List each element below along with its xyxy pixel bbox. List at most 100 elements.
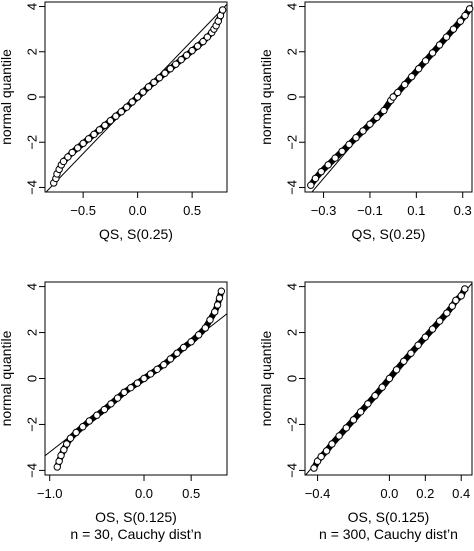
data-point — [324, 161, 332, 169]
y-axis-label: normal quantile — [258, 49, 274, 145]
data-point — [173, 349, 181, 357]
data-point — [60, 446, 68, 454]
x-tick-label: 0.1 — [407, 203, 425, 218]
data-point — [100, 405, 109, 414]
y-tick-label: −4 — [24, 180, 39, 195]
data-point — [106, 117, 115, 125]
data-point — [188, 46, 196, 55]
x-tick-label: −0.1 — [357, 203, 383, 218]
data-point — [199, 37, 207, 46]
data-point — [322, 447, 331, 455]
data-point — [465, 5, 474, 13]
data-point — [401, 80, 409, 89]
y-axis-label: normal quantile — [0, 330, 14, 426]
y-tick-label: 2 — [24, 329, 39, 336]
x-tick-label: 0.0 — [135, 486, 153, 501]
x-axis-label: QS, S(0.25) — [352, 226, 426, 242]
data-point — [400, 357, 408, 365]
y-tick-label: 4 — [284, 283, 299, 290]
data-point — [95, 126, 104, 134]
y-tick-label: 2 — [24, 48, 39, 55]
data-point — [457, 292, 465, 300]
data-point — [120, 388, 128, 396]
data-point — [428, 325, 437, 333]
data-point — [435, 41, 444, 49]
data-point — [90, 130, 98, 139]
data-point — [182, 51, 191, 59]
data-point — [161, 69, 169, 77]
x-tick-label: 0.5 — [182, 486, 200, 501]
y-tick-label: 0 — [284, 375, 299, 382]
data-point — [359, 127, 367, 135]
data-point — [356, 408, 365, 416]
data-point — [85, 417, 94, 425]
data-point — [461, 285, 469, 293]
data-point — [442, 33, 451, 41]
panel-top-left: −0.5 0.0 0.5 −4 −2 0 2 4 QS, S(0.25) normal quant… — [0, 1, 228, 242]
y-tick-label: −4 — [284, 180, 299, 195]
data-point — [79, 139, 87, 148]
data-point — [421, 333, 430, 341]
y-axis-label: normal quantile — [0, 49, 14, 145]
data-point — [215, 294, 224, 302]
x-tick-label: −1.0 — [37, 486, 63, 501]
data-point — [113, 394, 122, 402]
panel-subtitle: n = 300, Cauchy dist’n — [319, 526, 458, 542]
panel-bottom-right: −0.4 0.0 0.2 0.4 −4 −2 0 2 4 OS, S(0.125) normal q… — [258, 281, 473, 542]
data-point — [93, 411, 101, 419]
data-point — [101, 121, 109, 129]
data-point — [407, 72, 416, 81]
data-point — [211, 308, 219, 316]
data-point — [59, 157, 68, 166]
data-point — [66, 434, 75, 442]
data-point — [407, 349, 415, 357]
y-tick-label: 4 — [24, 3, 39, 10]
data-point — [150, 78, 158, 86]
data-point — [64, 153, 72, 161]
panel-subtitle: n = 30, Cauchy dist’n — [70, 526, 201, 542]
data-point — [389, 93, 397, 101]
data-point — [139, 88, 147, 96]
data-point — [146, 370, 155, 378]
data-point — [107, 400, 115, 408]
y-tick-label: 0 — [24, 93, 39, 100]
data-point — [179, 343, 188, 352]
data-point — [328, 440, 336, 448]
data-point — [443, 309, 451, 317]
data-point — [452, 296, 460, 305]
data-point — [448, 302, 456, 310]
x-axis-label: QS, S(0.25) — [99, 226, 173, 242]
x-tick-label: 0.2 — [416, 486, 434, 501]
x-tick-label: 0.4 — [452, 486, 470, 501]
data-point — [68, 148, 76, 157]
data-point — [342, 424, 351, 432]
y-tick-label: 4 — [24, 283, 39, 290]
data-point — [310, 464, 318, 472]
y-tick-label: −2 — [24, 417, 39, 432]
data-point — [166, 355, 175, 363]
x-tick-label: 0.5 — [183, 203, 201, 218]
y-tick-label: −2 — [284, 417, 299, 432]
data-point — [166, 65, 175, 73]
data-point — [201, 324, 210, 332]
data-point — [84, 135, 93, 143]
y-tick-label: −2 — [284, 135, 299, 150]
data-point — [203, 33, 212, 41]
data-point — [133, 93, 142, 101]
y-tick-label: 2 — [284, 329, 299, 336]
x-tick-label: −0.5 — [70, 203, 96, 218]
x-axis-label: OS, S(0.125) — [348, 509, 430, 525]
data-point — [435, 317, 444, 325]
data-point — [140, 374, 148, 383]
data-point — [364, 400, 372, 408]
data-point — [217, 287, 226, 295]
data-point — [307, 181, 315, 189]
data-point — [155, 74, 164, 82]
data-point — [206, 316, 214, 324]
data-point — [193, 42, 202, 50]
data-point — [187, 338, 195, 346]
data-point — [123, 103, 131, 111]
data-point — [392, 366, 401, 374]
data-point — [218, 6, 227, 14]
data-point — [371, 392, 379, 400]
